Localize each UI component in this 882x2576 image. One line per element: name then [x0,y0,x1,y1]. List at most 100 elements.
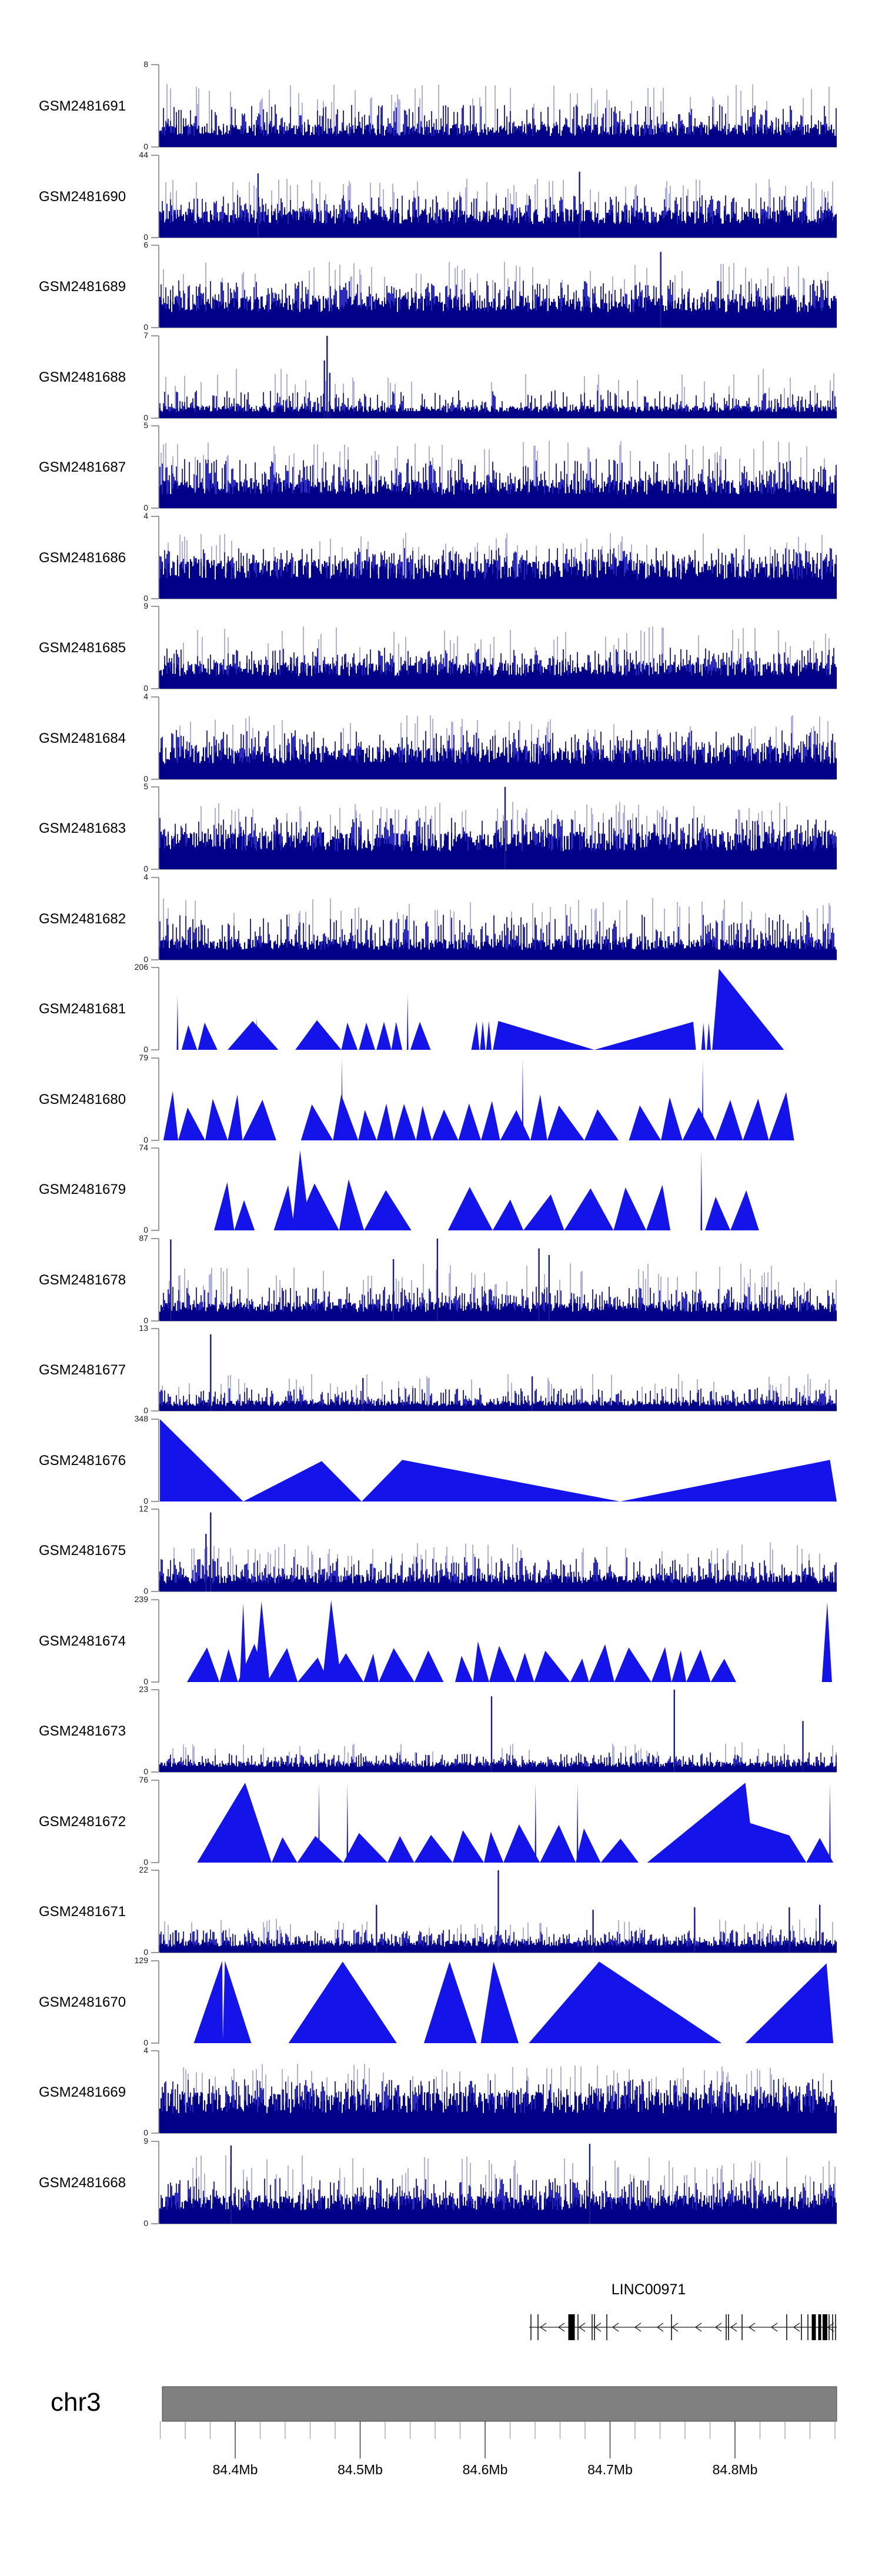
track-zero-label: 0 [143,1947,148,1957]
track-histogram [151,2050,837,2134]
track-label: GSM2481676 [38,1452,126,1469]
track-ymax-label: 44 [139,149,148,159]
track-row: GSM2481681 206 0 [0,962,882,1058]
strand-arrow-icon [793,2323,800,2332]
track-zero-label: 0 [143,2037,148,2047]
track-label: GSM2481681 [38,1001,126,1017]
track-row: GSM2481686 4 0 [0,511,882,607]
track-row: GSM2481685 9 0 [0,601,882,697]
strand-arrow-icon [671,2323,679,2332]
genome-axis-ticks [159,2421,836,2458]
track-ymax-label: 12 [139,1504,148,1513]
track-zero-label: 0 [143,322,148,332]
strand-arrow-icon [656,2323,664,2332]
track-zero-label: 0 [143,412,148,422]
track-histogram [151,335,837,419]
track-histogram [151,1328,837,1412]
annotation-layer [159,2314,837,2458]
track-zero-label: 0 [143,1315,148,1325]
gene-model [529,2314,837,2340]
track-row: GSM2481691 8 0 [0,59,882,155]
track-row: GSM2481668 9 0 [0,2136,882,2232]
chromosome-label: chr3 [51,2388,101,2417]
track-histogram [151,1237,837,1322]
ideogram-bar [162,2386,837,2422]
track-zero-label: 0 [143,1406,148,1415]
track-zero-label: 0 [143,1586,148,1596]
track-histogram [151,696,837,780]
track-histogram [151,606,837,690]
track-label: GSM2481670 [38,1994,126,2010]
track-row: GSM2481689 6 0 [0,240,882,336]
track-ymax-label: 74 [139,1143,148,1152]
strand-arrow-icon [748,2323,756,2332]
exon-box [568,2314,575,2340]
track-row: GSM2481684 4 0 [0,692,882,788]
track-peaks [151,1057,794,1141]
track-label: GSM2481671 [38,1904,126,1920]
strand-arrow-icon [539,2323,547,2332]
track-row: GSM2481674 239 0 [0,1594,882,1690]
track-ymax-label: 76 [139,1774,148,1784]
track-zero-label: 0 [143,2128,148,2137]
track-ymax-label: 9 [143,2135,148,2145]
axis-tick-label: 84.8Mb [712,2462,758,2477]
track-label: GSM2481673 [38,1723,126,1739]
track-label: GSM2481677 [38,1362,126,1378]
strand-arrow-icon [730,2323,737,2332]
track-histogram [151,245,837,329]
track-ymax-label: 5 [143,782,148,791]
track-row: GSM2481670 129 0 [0,1956,882,2051]
track-label: GSM2481687 [38,459,126,475]
track-row: GSM2481676 348 0 [0,1414,882,1510]
track-zero-label: 0 [143,232,148,242]
track-peaks [151,1418,837,1502]
track-ymax-label: 4 [143,510,148,520]
track-row: GSM2481690 44 0 [0,150,882,246]
track-row: GSM2481679 74 0 [0,1143,882,1239]
track-label: GSM2481683 [38,820,126,836]
track-ymax-label: 4 [143,2046,148,2055]
track-row: GSM2481677 13 0 [0,1323,882,1419]
track-histogram [151,1689,837,1773]
track-label: GSM2481678 [38,1272,126,1288]
track-histogram [151,154,837,238]
track-row: GSM2481683 5 0 [0,782,882,877]
track-row: GSM2481682 4 0 [0,872,882,968]
strand-arrow-icon [612,2323,619,2332]
track-row: GSM2481672 76 0 [0,1775,882,1871]
exon-box [818,2314,821,2340]
track-label: GSM2481672 [38,1813,126,1830]
track-zero-label: 0 [143,1045,148,1054]
track-label: GSM2481684 [38,730,126,746]
track-ymax-label: 22 [139,1865,148,1874]
track-peaks [151,1779,834,1863]
track-label: GSM2481669 [38,2084,126,2100]
axis-tick-label: 84.6Mb [462,2462,508,2477]
track-row: GSM2481680 79 0 [0,1053,882,1149]
track-label: GSM2481682 [38,910,126,927]
track-histogram [151,515,837,599]
strand-arrow-icon [557,2323,565,2332]
track-ymax-label: 5 [143,421,148,430]
track-histogram [151,786,837,870]
track-zero-label: 0 [143,683,148,693]
strand-arrow-icon [827,2323,834,2332]
strand-arrow-icon [578,2323,586,2332]
strand-arrow-icon [694,2323,702,2332]
axis-tick-label: 84.5Mb [338,2462,383,2477]
track-ymax-label: 13 [139,1323,148,1333]
strand-arrow-icon [714,2323,722,2332]
track-label: GSM2481686 [38,549,126,566]
track-label: GSM2481680 [38,1091,126,1107]
track-zero-label: 0 [143,1225,148,1234]
track-ymax-label: 79 [139,1052,148,1062]
track-row: GSM2481688 7 0 [0,331,882,426]
track-peaks [151,1960,834,2044]
axis-tick-label: 84.7Mb [587,2462,633,2477]
track-histogram [151,876,837,960]
exon-box [823,2314,827,2340]
track-label: GSM2481688 [38,369,126,385]
track-row: GSM2481669 4 0 [0,2046,882,2141]
